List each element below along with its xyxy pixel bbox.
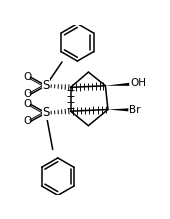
Text: O: O (23, 99, 31, 110)
Text: S: S (42, 79, 50, 92)
Text: O: O (23, 89, 31, 99)
Polygon shape (105, 83, 129, 86)
Polygon shape (108, 108, 128, 111)
Text: S: S (42, 106, 50, 119)
Text: Br: Br (129, 105, 141, 115)
Text: OH: OH (130, 78, 146, 88)
Text: O: O (23, 72, 31, 82)
Text: O: O (23, 117, 31, 126)
